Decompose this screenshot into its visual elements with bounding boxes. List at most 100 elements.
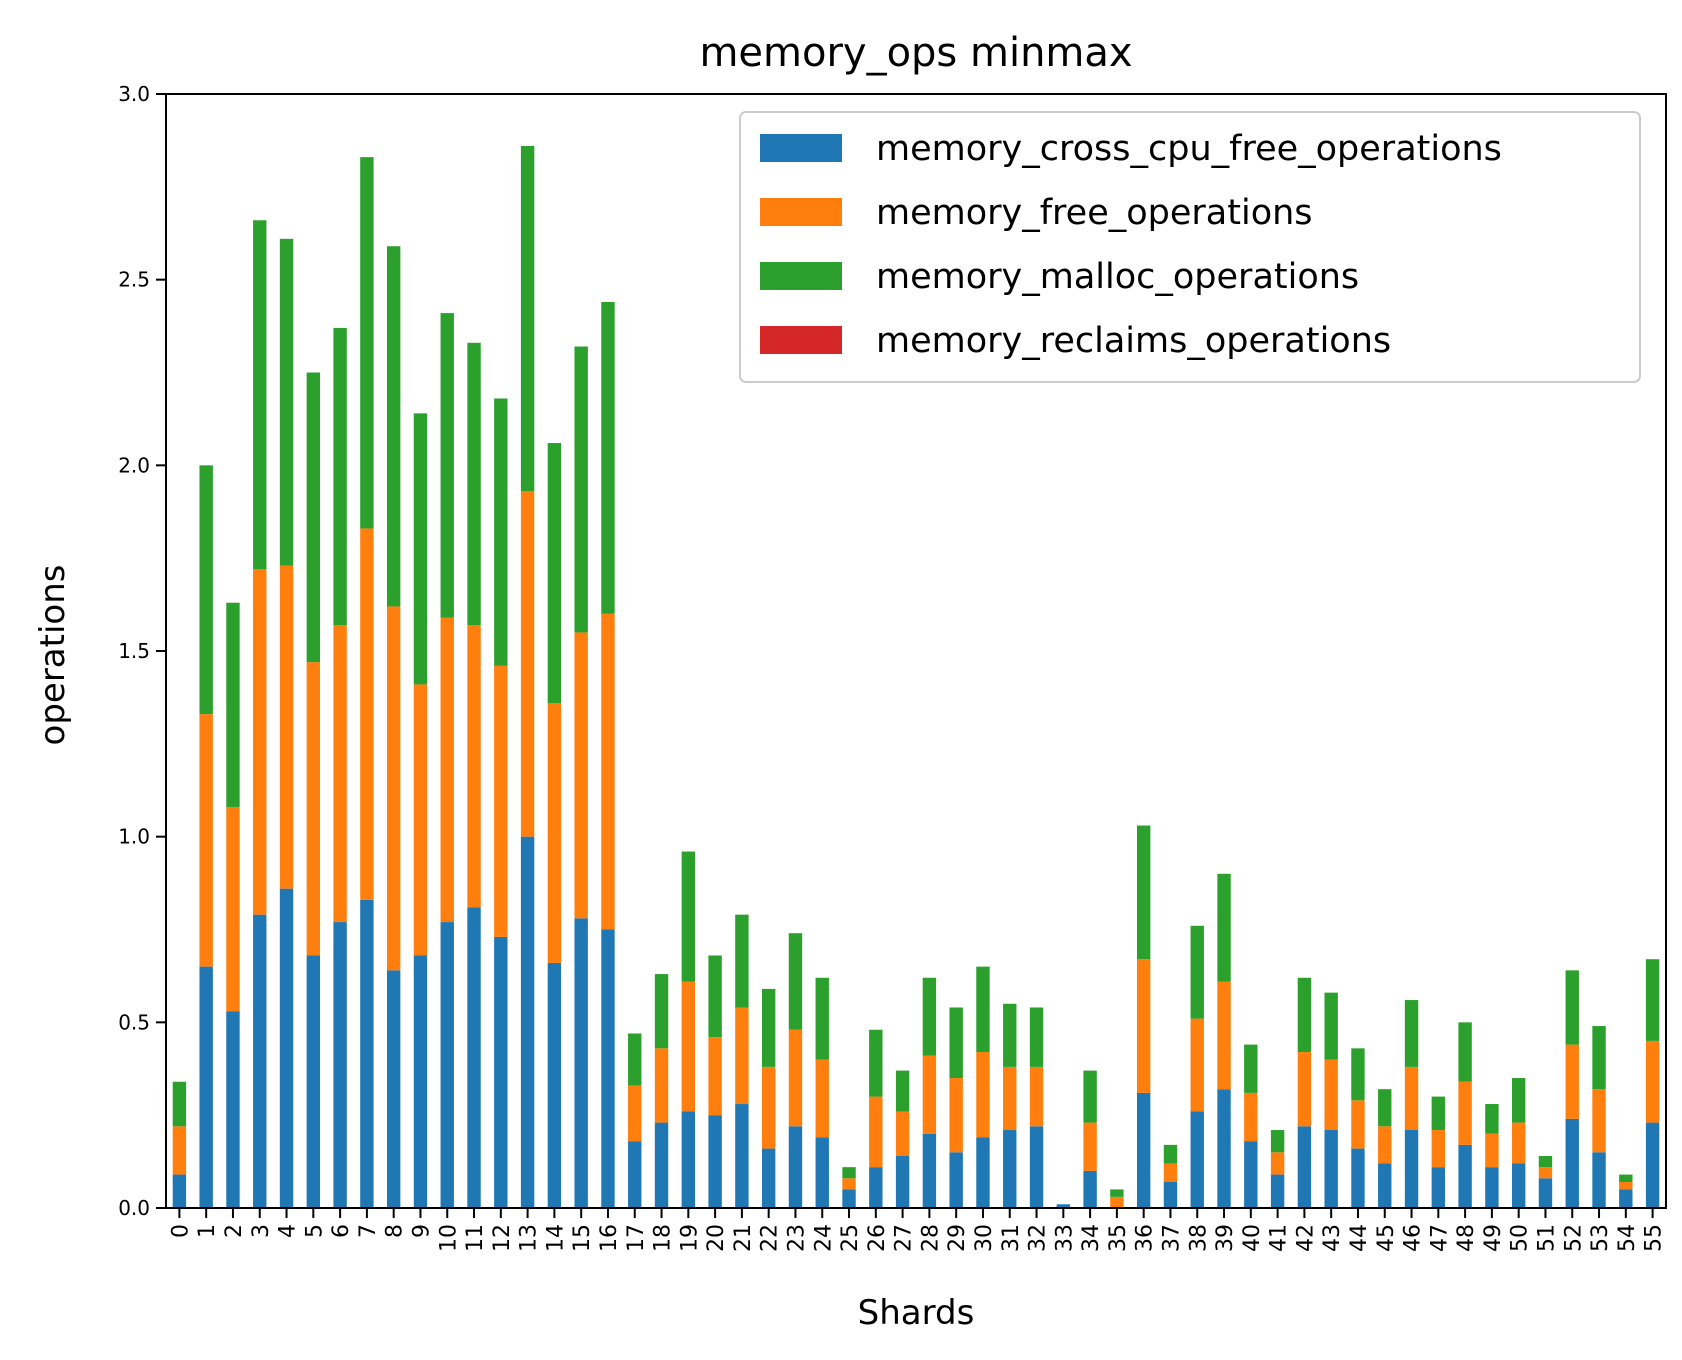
bar-shard-16-series-2 [601, 301, 615, 614]
bar-shard-20-series-2 [708, 955, 722, 1038]
bar-shard-25-series-2 [842, 1167, 856, 1179]
bar-shard-36-series-0 [1136, 1092, 1151, 1208]
x-tick-label: 51 [1534, 1224, 1559, 1252]
x-tick-label: 52 [1561, 1224, 1586, 1252]
bar-shard-3-series-2 [253, 220, 267, 570]
bar-shard-21-series-1 [735, 1007, 749, 1105]
bar-shard-12-series-0 [494, 936, 508, 1208]
bar-shard-47-series-0 [1431, 1167, 1446, 1208]
bar-shard-45-series-2 [1378, 1089, 1392, 1127]
x-tick-label: 35 [1106, 1224, 1131, 1252]
x-tick-label: 45 [1374, 1224, 1399, 1252]
x-tick-label: 8 [383, 1224, 408, 1238]
bar-shard-26-series-2 [869, 1029, 883, 1097]
x-tick-label: 26 [865, 1224, 890, 1252]
bar-shard-6-series-2 [333, 327, 347, 626]
x-tick-label: 30 [972, 1224, 997, 1252]
bar-shard-12-series-1 [494, 665, 508, 937]
bar-shard-35-series-1 [1110, 1196, 1124, 1208]
bar-shard-43-series-2 [1324, 992, 1338, 1060]
bar-shard-31-series-0 [1003, 1130, 1017, 1208]
x-tick-label: 18 [651, 1224, 676, 1252]
bar-shard-47-series-1 [1431, 1130, 1446, 1168]
bar-shard-15-series-1 [574, 632, 588, 919]
bar-shard-13-series-0 [520, 836, 535, 1208]
bar-shard-48-series-1 [1458, 1081, 1472, 1145]
x-tick-label: 49 [1481, 1224, 1506, 1252]
bar-shard-3-series-1 [253, 569, 267, 915]
legend-swatch [760, 198, 842, 226]
bar-shard-25-series-0 [842, 1189, 856, 1208]
bar-shard-42-series-1 [1297, 1052, 1312, 1127]
x-tick-label: 12 [490, 1224, 515, 1252]
bar-shard-1-series-1 [199, 714, 213, 967]
x-tick-label: 28 [918, 1224, 943, 1252]
bar-shard-6-series-0 [333, 922, 347, 1208]
bar-shard-7-series-1 [360, 528, 374, 900]
bar-shard-22-series-2 [761, 988, 776, 1067]
bar-shard-9-series-0 [413, 955, 428, 1208]
bar-shard-29-series-2 [949, 1007, 963, 1079]
bar-shard-32-series-0 [1029, 1126, 1044, 1208]
bar-shard-45-series-0 [1378, 1163, 1392, 1208]
bar-shard-22-series-0 [761, 1148, 776, 1208]
bar-shard-37-series-2 [1163, 1144, 1178, 1164]
bar-shard-10-series-2 [440, 313, 454, 618]
bar-shard-49-series-2 [1485, 1104, 1499, 1134]
bar-shard-48-series-2 [1458, 1022, 1472, 1082]
bar-shard-23-series-2 [788, 933, 803, 1030]
bar-shard-24-series-0 [815, 1137, 829, 1208]
bar-shard-45-series-1 [1378, 1126, 1392, 1164]
x-tick-label: 0 [168, 1224, 193, 1238]
y-tick-label: 1.5 [118, 639, 150, 663]
x-tick-label: 50 [1508, 1224, 1533, 1252]
bar-shard-27-series-0 [895, 1156, 910, 1208]
bar-shard-53-series-0 [1592, 1152, 1606, 1208]
bar-shard-2-series-1 [226, 806, 240, 1012]
bar-shard-50-series-1 [1511, 1122, 1526, 1164]
bar-shard-40-series-0 [1244, 1141, 1258, 1208]
legend: memory_cross_cpu_free_operations memory_f… [739, 111, 1641, 383]
bar-shard-49-series-0 [1485, 1167, 1499, 1208]
bar-shard-37-series-0 [1163, 1182, 1178, 1208]
bar-shard-41-series-2 [1270, 1130, 1285, 1153]
bar-shard-44-series-2 [1351, 1048, 1365, 1101]
x-tick-label: 42 [1293, 1224, 1318, 1252]
bar-shard-44-series-0 [1351, 1148, 1365, 1208]
x-tick-label: 16 [597, 1224, 622, 1252]
bar-shard-43-series-0 [1324, 1130, 1338, 1208]
bar-shard-11-series-0 [467, 907, 481, 1208]
bar-shard-38-series-2 [1190, 925, 1204, 1019]
bar-shard-31-series-1 [1003, 1066, 1017, 1131]
x-tick-label: 25 [838, 1224, 863, 1252]
x-tick-label: 21 [731, 1224, 756, 1252]
x-tick-label: 13 [517, 1224, 542, 1252]
bar-shard-0-series-2 [172, 1081, 187, 1127]
x-tick-label: 36 [1133, 1224, 1158, 1252]
x-tick-label: 20 [704, 1224, 729, 1252]
x-tick-label: 4 [276, 1224, 301, 1238]
bar-shard-40-series-1 [1244, 1092, 1258, 1142]
bar-shard-18-series-0 [654, 1122, 669, 1208]
bar-shard-55-series-0 [1645, 1122, 1660, 1208]
x-tick-label: 31 [999, 1224, 1024, 1252]
bar-shard-17-series-2 [628, 1033, 642, 1086]
legend-box [739, 111, 1641, 383]
x-tick-label: 53 [1588, 1224, 1613, 1252]
legend-swatch [760, 134, 842, 162]
bar-shard-30-series-2 [976, 966, 990, 1053]
bar-shard-39-series-2 [1217, 873, 1231, 982]
bar-shard-34-series-0 [1083, 1170, 1097, 1208]
x-tick-label: 47 [1427, 1224, 1452, 1252]
bar-shard-20-series-1 [708, 1037, 722, 1116]
bar-shard-43-series-1 [1324, 1059, 1338, 1131]
bar-shard-28-series-1 [922, 1055, 937, 1134]
bars-layer [172, 145, 1660, 1208]
bar-shard-32-series-2 [1029, 1007, 1044, 1067]
bar-shard-29-series-0 [949, 1152, 963, 1208]
legend-label: memory_reclaims_operations [876, 321, 1391, 361]
bar-shard-41-series-0 [1270, 1174, 1285, 1208]
bar-shard-2-series-0 [226, 1011, 240, 1208]
bar-shard-54-series-0 [1619, 1189, 1633, 1208]
legend-swatch [760, 326, 842, 354]
